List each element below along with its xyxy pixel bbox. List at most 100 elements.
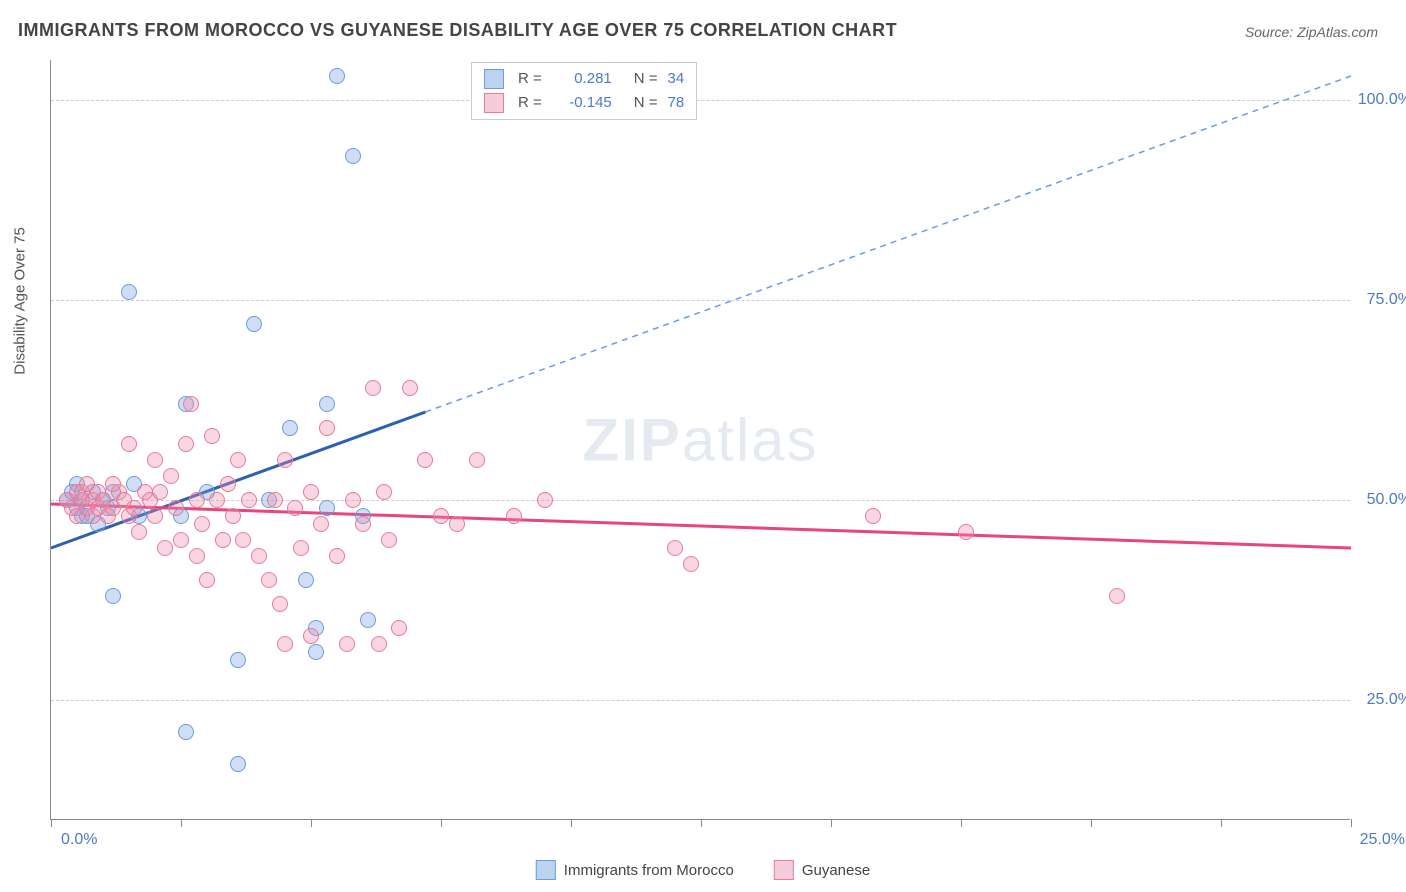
scatter-point — [272, 596, 288, 612]
scatter-point — [251, 548, 267, 564]
legend-r-value: 0.281 — [552, 67, 612, 91]
legend-swatch-morocco — [536, 860, 556, 880]
scatter-point — [189, 548, 205, 564]
legend-r-label: R = — [518, 67, 542, 91]
x-tick — [311, 819, 312, 827]
x-tick — [1351, 819, 1352, 827]
y-tick-label: 75.0% — [1367, 291, 1406, 309]
scatter-point — [329, 68, 345, 84]
scatter-point — [360, 612, 376, 628]
correlation-legend: R = 0.281 N = 34 R = -0.145 N = 78 — [471, 62, 697, 120]
y-tick-label: 100.0% — [1358, 91, 1406, 109]
scatter-point — [506, 508, 522, 524]
x-axis-max-label: 25.0% — [1360, 831, 1405, 849]
scatter-point — [230, 652, 246, 668]
scatter-point — [449, 516, 465, 532]
chart-title: IMMIGRANTS FROM MOROCCO VS GUYANESE DISA… — [18, 20, 897, 41]
scatter-point — [345, 492, 361, 508]
scatter-point — [293, 540, 309, 556]
y-axis-title: Disability Age Over 75 — [12, 227, 29, 375]
scatter-point — [355, 516, 371, 532]
x-tick — [51, 819, 52, 827]
scatter-point — [469, 452, 485, 468]
scatter-point — [157, 540, 173, 556]
scatter-point — [220, 476, 236, 492]
scatter-point — [163, 468, 179, 484]
scatter-point — [667, 540, 683, 556]
scatter-point — [85, 508, 101, 524]
scatter-point — [319, 420, 335, 436]
scatter-point — [126, 500, 142, 516]
scatter-point — [287, 500, 303, 516]
scatter-point — [194, 516, 210, 532]
scatter-point — [121, 436, 137, 452]
scatter-point — [339, 636, 355, 652]
scatter-point — [308, 644, 324, 660]
x-tick — [831, 819, 832, 827]
scatter-point — [204, 428, 220, 444]
scatter-point — [303, 628, 319, 644]
scatter-point — [147, 508, 163, 524]
scatter-point — [433, 508, 449, 524]
scatter-point — [246, 316, 262, 332]
scatter-point — [152, 484, 168, 500]
scatter-point — [178, 724, 194, 740]
scatter-point — [131, 524, 147, 540]
scatter-point — [865, 508, 881, 524]
source-attribution: Source: ZipAtlas.com — [1245, 24, 1378, 40]
legend-r-value: -0.145 — [552, 91, 612, 115]
scatter-point — [215, 532, 231, 548]
scatter-point — [121, 284, 137, 300]
scatter-point — [277, 452, 293, 468]
source-value: ZipAtlas.com — [1297, 24, 1378, 40]
chart-container: IMMIGRANTS FROM MOROCCO VS GUYANESE DISA… — [0, 0, 1406, 892]
x-tick — [1091, 819, 1092, 827]
scatter-point — [225, 508, 241, 524]
scatter-point — [371, 636, 387, 652]
legend-swatch-guyanese — [484, 93, 504, 113]
scatter-point — [230, 756, 246, 772]
y-tick-label: 50.0% — [1367, 491, 1406, 509]
legend-label: Guyanese — [802, 862, 870, 879]
y-tick-label: 25.0% — [1367, 691, 1406, 709]
scatter-point — [105, 588, 121, 604]
scatter-point — [329, 548, 345, 564]
scatter-point — [1109, 588, 1125, 604]
scatter-point — [402, 380, 418, 396]
scatter-point — [235, 532, 251, 548]
source-label: Source: — [1245, 24, 1293, 40]
plot-area: ZIPatlas 25.0%50.0%75.0%100.0% R = 0.281… — [50, 60, 1350, 820]
scatter-point — [147, 452, 163, 468]
scatter-point — [365, 380, 381, 396]
legend-item-guyanese: Guyanese — [774, 860, 870, 880]
scatter-point — [282, 420, 298, 436]
scatter-point — [381, 532, 397, 548]
scatter-point — [189, 492, 205, 508]
scatter-point — [168, 500, 184, 516]
scatter-point — [183, 396, 199, 412]
legend-n-value: 34 — [668, 67, 685, 91]
legend-swatch-morocco — [484, 69, 504, 89]
scatter-point — [319, 396, 335, 412]
scatter-point — [173, 532, 189, 548]
scatter-point — [178, 436, 194, 452]
scatter-point — [958, 524, 974, 540]
correlation-legend-row: R = 0.281 N = 34 — [484, 67, 684, 91]
scatter-point — [267, 492, 283, 508]
x-tick — [961, 819, 962, 827]
x-tick — [441, 819, 442, 827]
scatter-point — [230, 452, 246, 468]
x-tick — [571, 819, 572, 827]
scatter-point — [683, 556, 699, 572]
scatter-point — [376, 484, 392, 500]
scatter-point — [303, 484, 319, 500]
scatter-point — [298, 572, 314, 588]
x-tick — [1221, 819, 1222, 827]
scatter-point — [319, 500, 335, 516]
trend-lines-layer — [51, 60, 1350, 819]
trend-line — [425, 76, 1351, 412]
legend-label: Immigrants from Morocco — [564, 862, 734, 879]
scatter-point — [209, 492, 225, 508]
scatter-point — [345, 148, 361, 164]
legend-r-label: R = — [518, 91, 542, 115]
